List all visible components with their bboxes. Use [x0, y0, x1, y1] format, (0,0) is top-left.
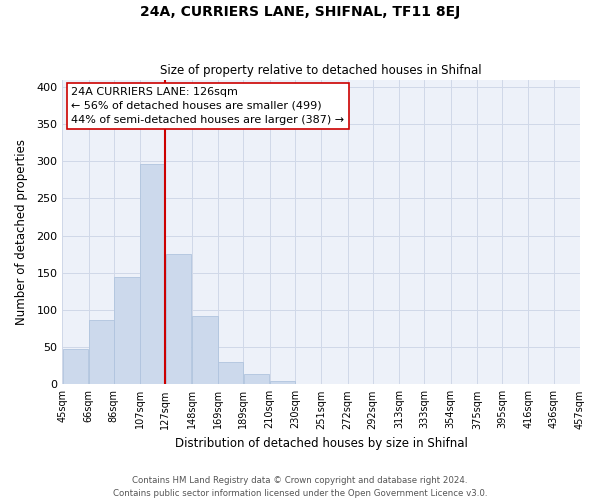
Y-axis label: Number of detached properties: Number of detached properties [15, 139, 28, 325]
Bar [218, 362, 243, 384]
Bar [89, 320, 113, 384]
Bar [166, 254, 191, 384]
Bar [270, 380, 295, 384]
Title: Size of property relative to detached houses in Shifnal: Size of property relative to detached ho… [160, 64, 482, 77]
Text: Contains HM Land Registry data © Crown copyright and database right 2024.
Contai: Contains HM Land Registry data © Crown c… [113, 476, 487, 498]
Bar [62, 350, 88, 384]
Text: 24A, CURRIERS LANE, SHIFNAL, TF11 8EJ: 24A, CURRIERS LANE, SHIFNAL, TF11 8EJ [140, 5, 460, 19]
Bar [140, 164, 165, 384]
Bar [244, 374, 269, 384]
Bar [192, 316, 218, 384]
Text: 24A CURRIERS LANE: 126sqm
← 56% of detached houses are smaller (499)
44% of semi: 24A CURRIERS LANE: 126sqm ← 56% of detac… [71, 87, 344, 125]
Bar [114, 276, 140, 384]
X-axis label: Distribution of detached houses by size in Shifnal: Distribution of detached houses by size … [175, 437, 467, 450]
